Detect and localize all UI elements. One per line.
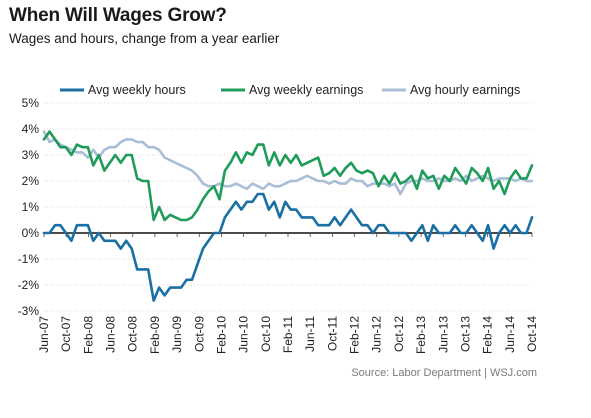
chart-title: When Will Wages Grow? [9, 5, 227, 26]
x-tick-label: Oct-11 [325, 316, 339, 351]
legend: Avg weekly hours Avg weekly earnings Avg h… [60, 83, 520, 97]
x-tick-label: Feb-11 [281, 316, 295, 353]
x-tick-label: Feb-08 [81, 316, 95, 354]
y-axis-ticks: -3% -2% -1% 0% 1% 2% 3% 4% 5% [18, 96, 40, 318]
x-tick-label: Feb-09 [148, 316, 162, 354]
x-tick-label: Jun-12 [370, 316, 384, 353]
x-tick-label: Oct-09 [192, 316, 206, 352]
y-tick-label: -1% [18, 252, 40, 266]
legend-label-avg-weekly-earnings: Avg weekly earnings [249, 83, 363, 97]
x-tick-label: Jun-09 [170, 316, 184, 353]
x-tick-label: Jun-11 [303, 316, 317, 352]
y-tick-label: 2% [22, 174, 40, 188]
legend-label-avg-hourly-earnings: Avg hourly earnings [410, 83, 520, 97]
x-tick-label: Feb-10 [214, 316, 228, 354]
y-tick-label: 5% [22, 96, 40, 110]
y-tick-label: -3% [18, 304, 40, 318]
x-tick-label: Oct-07 [59, 316, 73, 352]
y-tick-label: 3% [22, 148, 40, 162]
chart-subtitle: Wages and hours, change from a year earl… [9, 31, 280, 46]
series-lines [42, 130, 534, 302]
series-line-avg-weekly-earnings [42, 130, 534, 222]
series-line-avg-weekly-hours [42, 192, 534, 302]
x-tick-label: Oct-10 [259, 316, 273, 352]
x-tick-label: Feb-12 [348, 316, 362, 354]
x-tick-label: Feb-14 [481, 316, 495, 354]
x-axis-ticks: Jun-07 Oct-07 Feb-08 Jun-08 Oct-08 Feb-09 Jun-… [37, 233, 539, 354]
y-tick-label: 4% [22, 122, 40, 136]
x-tick-label: Oct-08 [126, 316, 140, 352]
x-tick-label: Jun-10 [237, 316, 251, 353]
x-tick-label: Jun-07 [37, 316, 51, 353]
y-tick-label: -2% [18, 278, 40, 292]
series-line-avg-hourly-earnings [42, 130, 534, 196]
x-tick-label: Oct-12 [392, 316, 406, 352]
x-tick-label: Feb-13 [414, 316, 428, 354]
legend-label-avg-weekly-hours: Avg weekly hours [88, 83, 186, 97]
source-note: Source: Labor Department | WSJ.com [351, 367, 537, 379]
x-tick-label: Oct-14 [525, 316, 539, 352]
x-tick-label: Jun-13 [436, 316, 450, 353]
y-tick-label: 1% [22, 200, 40, 214]
y-tick-label: 0% [22, 226, 40, 240]
x-tick-label: Jun-14 [503, 316, 517, 353]
x-tick-label: Oct-13 [458, 316, 472, 352]
x-tick-label: Jun-08 [104, 316, 118, 353]
